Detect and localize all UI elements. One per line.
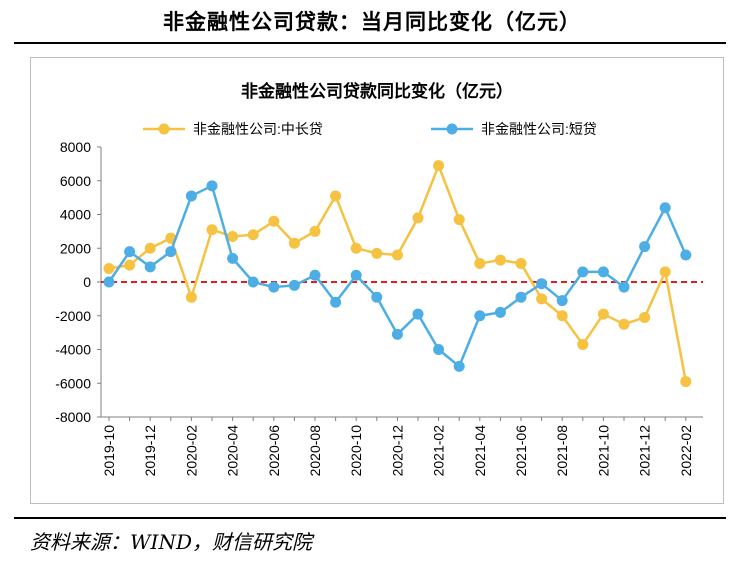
data-point <box>515 291 527 303</box>
data-point <box>680 376 692 388</box>
x-tick-label: 2019-10 <box>101 425 117 477</box>
series-layer <box>103 160 692 388</box>
data-point <box>433 160 445 172</box>
data-point <box>494 254 506 266</box>
x-tick-label: 2021-08 <box>554 425 570 477</box>
x-tick-label: 2020-02 <box>183 425 199 477</box>
data-point <box>268 215 280 227</box>
data-point <box>597 266 609 278</box>
data-point <box>618 281 630 293</box>
data-point <box>474 257 486 269</box>
y-tick-label: -6000 <box>55 375 91 391</box>
data-point <box>144 242 156 254</box>
data-point <box>391 328 403 340</box>
data-point <box>659 202 671 214</box>
data-point <box>494 306 506 318</box>
x-tick-label: 2020-12 <box>389 425 405 477</box>
data-point <box>433 344 445 355</box>
data-point <box>536 293 548 305</box>
data-point <box>371 247 383 259</box>
data-point <box>330 296 342 308</box>
top-rule <box>14 42 726 44</box>
y-tick-label: -2000 <box>55 308 91 324</box>
data-point <box>227 230 239 242</box>
series-2 <box>103 180 692 372</box>
data-point <box>185 190 197 202</box>
data-point <box>391 249 403 261</box>
chart-title: 非金融性公司贷款同比变化（亿元） <box>241 81 513 101</box>
data-point <box>268 281 280 293</box>
y-tick-label: 6000 <box>60 173 91 189</box>
legend: 非金融性公司:中长贷 非金融性公司:短贷 <box>143 121 597 137</box>
data-point <box>350 269 362 281</box>
data-point <box>247 229 259 241</box>
data-point <box>536 278 548 290</box>
x-tick-label: 2020-06 <box>266 425 282 477</box>
line-chart: 非金融性公司贷款同比变化（亿元） 非金融性公司:中长贷 非金融性公司:短贷 800… <box>55 81 703 476</box>
data-point <box>124 246 136 258</box>
chart-frame: 非金融性公司贷款同比变化（亿元） 非金融性公司:中长贷 非金融性公司:短贷 800… <box>30 57 724 504</box>
data-point <box>639 311 651 323</box>
legend-item-2: 非金融性公司:短贷 <box>431 121 597 137</box>
y-tick-label: 0 <box>83 274 91 290</box>
x-tick-label: 2019-12 <box>142 425 158 477</box>
data-point <box>330 190 342 202</box>
data-point <box>350 242 362 254</box>
data-point <box>659 266 671 278</box>
legend-swatch-marker <box>158 123 170 135</box>
data-point <box>577 266 589 278</box>
source-note: 资料来源：WIND，财信研究院 <box>30 530 312 554</box>
bottom-rule <box>14 517 726 519</box>
data-point <box>453 360 465 372</box>
data-point <box>556 295 568 307</box>
x-tick-label: 2021-02 <box>431 425 447 477</box>
y-tick-label: 2000 <box>60 240 91 256</box>
data-point <box>556 310 568 322</box>
page-title: 非金融性公司贷款：当月同比变化（亿元） <box>163 10 581 34</box>
data-point <box>144 261 156 273</box>
x-tick-label: 2021-10 <box>595 425 611 477</box>
data-point <box>474 310 486 322</box>
legend-swatch-marker <box>446 123 458 135</box>
x-tick-label: 2021-04 <box>472 425 488 477</box>
data-point <box>412 308 424 320</box>
y-tick-label: 8000 <box>60 139 91 155</box>
data-point <box>288 237 300 249</box>
x-tick-label: 2020-08 <box>307 425 323 477</box>
legend-label: 非金融性公司:短贷 <box>481 121 597 137</box>
data-point <box>453 214 465 226</box>
legend-item-1: 非金融性公司:中长贷 <box>143 121 323 137</box>
data-point <box>206 224 218 236</box>
data-point <box>288 279 300 291</box>
data-point <box>412 212 424 224</box>
data-point <box>185 291 197 303</box>
data-point <box>618 318 630 330</box>
data-point <box>515 257 527 269</box>
data-point <box>103 276 115 288</box>
data-point <box>577 338 589 350</box>
data-point <box>639 241 651 253</box>
data-point <box>309 269 321 281</box>
data-point <box>597 308 609 320</box>
data-point <box>371 291 383 303</box>
legend-label: 非金融性公司:中长贷 <box>193 121 323 137</box>
x-tick-label: 2020-04 <box>225 425 241 477</box>
data-point <box>247 276 259 288</box>
x-tick-label: 2021-12 <box>637 425 653 477</box>
y-tick-label: 4000 <box>60 207 91 223</box>
x-tick-label: 2022-02 <box>678 425 694 477</box>
y-tick-label: -8000 <box>55 409 91 425</box>
data-point <box>124 259 136 271</box>
data-point <box>680 249 692 261</box>
x-tick-label: 2021-06 <box>513 425 529 477</box>
y-tick-label: -4000 <box>55 342 91 358</box>
data-point <box>309 225 321 237</box>
data-point <box>103 263 115 274</box>
axes: 8000 6000 4000 2000 0 -2000 -4000 -6000 -8000 201… <box>55 139 703 476</box>
data-point <box>206 180 218 192</box>
data-point <box>165 246 177 258</box>
data-point <box>227 252 239 264</box>
x-tick-label: 2020-10 <box>348 425 364 477</box>
